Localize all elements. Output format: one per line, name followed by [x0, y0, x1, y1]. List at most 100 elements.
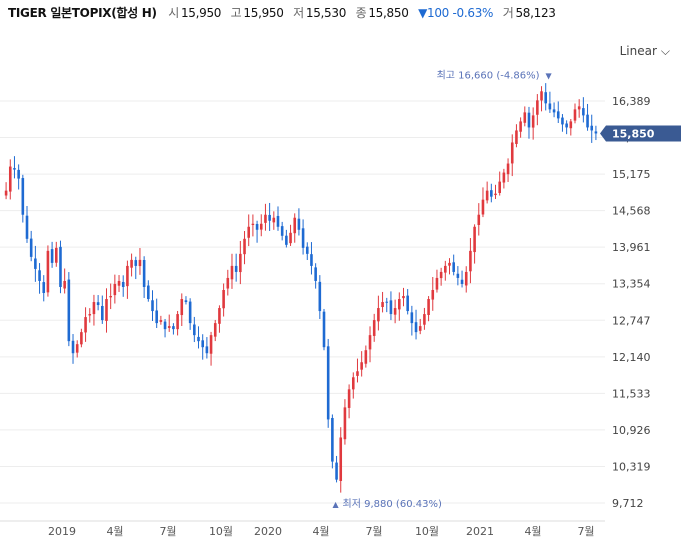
candle-body: [314, 267, 317, 281]
candle-body: [8, 166, 12, 192]
candle-body: [439, 271, 443, 279]
candle-body: [485, 190, 489, 201]
candle-body: [130, 259, 133, 268]
candle-body: [138, 259, 142, 267]
candle-body: [117, 280, 121, 286]
x-tick-label: 2019: [48, 525, 76, 538]
candle-body: [243, 238, 246, 255]
candle-body: [393, 308, 397, 315]
y-tick-label: 10,926: [612, 424, 651, 437]
candle-body: [577, 106, 581, 110]
candle-body: [121, 281, 125, 287]
candle-body: [301, 228, 305, 248]
high-value: 15,950: [243, 6, 284, 20]
candle-body: [163, 321, 167, 330]
candle-body: [502, 172, 506, 183]
candle-body: [276, 215, 280, 227]
candle-body: [423, 314, 426, 325]
candle-body: [222, 289, 225, 309]
low-value: 15,530: [305, 6, 347, 20]
candle-body: [155, 310, 158, 324]
candle-body: [268, 214, 271, 221]
y-tick-label: 11,533: [612, 387, 651, 400]
y-tick-label: 12,140: [612, 351, 651, 364]
candle-body: [531, 115, 535, 128]
candle-body: [556, 111, 560, 119]
candle-body: [460, 279, 464, 284]
candle-body: [59, 246, 62, 287]
candle-body: [264, 214, 267, 223]
candle-body: [360, 362, 363, 370]
candle-body: [469, 250, 472, 272]
open-value: 15,950: [180, 6, 222, 20]
candle-body: [410, 312, 414, 324]
candle-body: [255, 223, 259, 230]
candle-body: [63, 280, 66, 289]
candle-body: [385, 301, 389, 303]
y-tick-label: 10,319: [612, 460, 651, 473]
candle-body: [573, 109, 577, 121]
last-price-tag: [600, 125, 681, 142]
candle-body: [109, 296, 112, 298]
candle-body: [548, 103, 552, 110]
y-tick-label: 14,568: [612, 205, 651, 218]
volume-value: 58,123: [515, 6, 556, 20]
x-tick-label: 7월: [365, 525, 382, 538]
candle-body: [176, 314, 179, 330]
open-label: 시: [168, 6, 179, 20]
candle-body: [272, 217, 276, 223]
candle-body: [318, 281, 322, 312]
candle-body: [209, 335, 213, 354]
candle-body: [126, 265, 129, 287]
candle-body: [205, 346, 209, 354]
candle-body: [515, 130, 518, 144]
candle-body: [356, 371, 359, 376]
candle-body: [590, 125, 594, 131]
candle-body: [197, 336, 200, 342]
candle-body: [25, 215, 29, 239]
y-tick-label: 16,389: [612, 95, 651, 108]
y-tick-label: 13,961: [612, 241, 651, 254]
candle-body: [594, 131, 598, 134]
candle-body: [431, 289, 435, 300]
candle-body: [193, 324, 196, 336]
candle-body: [34, 258, 37, 269]
candle-body: [402, 296, 405, 299]
candle-body: [218, 308, 221, 324]
candle-body: [552, 109, 556, 113]
candle-body: [297, 218, 301, 230]
x-tick-label: 10월: [415, 525, 439, 538]
candle-body: [50, 249, 54, 263]
x-tick-label: 2021: [466, 525, 494, 538]
candle-body: [4, 190, 8, 196]
candle-body: [96, 302, 100, 306]
candle-body: [523, 112, 527, 123]
candle-body: [510, 142, 514, 164]
candle-body: [481, 199, 485, 215]
candle-body: [536, 100, 539, 115]
candle-body: [452, 262, 455, 272]
candle-body: [84, 317, 87, 333]
candle-body: [88, 314, 92, 316]
y-tick-label: 12,747: [612, 314, 651, 327]
candle-body: [167, 326, 171, 328]
candle-body: [473, 226, 476, 253]
candle-body: [42, 282, 46, 293]
candle-body: [259, 223, 263, 230]
candle-body: [527, 112, 531, 128]
candle-body: [398, 299, 401, 310]
candle-body: [418, 326, 422, 331]
quote-header: TIGER 일본TOPIX(합성 H) 시 15,950 고 15,950 저 15,…: [8, 4, 562, 22]
candle-body: [544, 92, 548, 104]
scale-selector[interactable]: Linear ⌵: [620, 44, 670, 59]
low-label: 저: [293, 6, 304, 20]
candle-body: [448, 262, 451, 266]
candle-body: [134, 260, 138, 266]
candle-body: [435, 277, 439, 290]
chevron-down-icon: ⌵: [660, 44, 670, 58]
candle-body: [347, 389, 351, 408]
candle-body: [80, 332, 83, 345]
last-price-label: 15,850: [612, 127, 655, 140]
candle-body: [519, 121, 522, 132]
